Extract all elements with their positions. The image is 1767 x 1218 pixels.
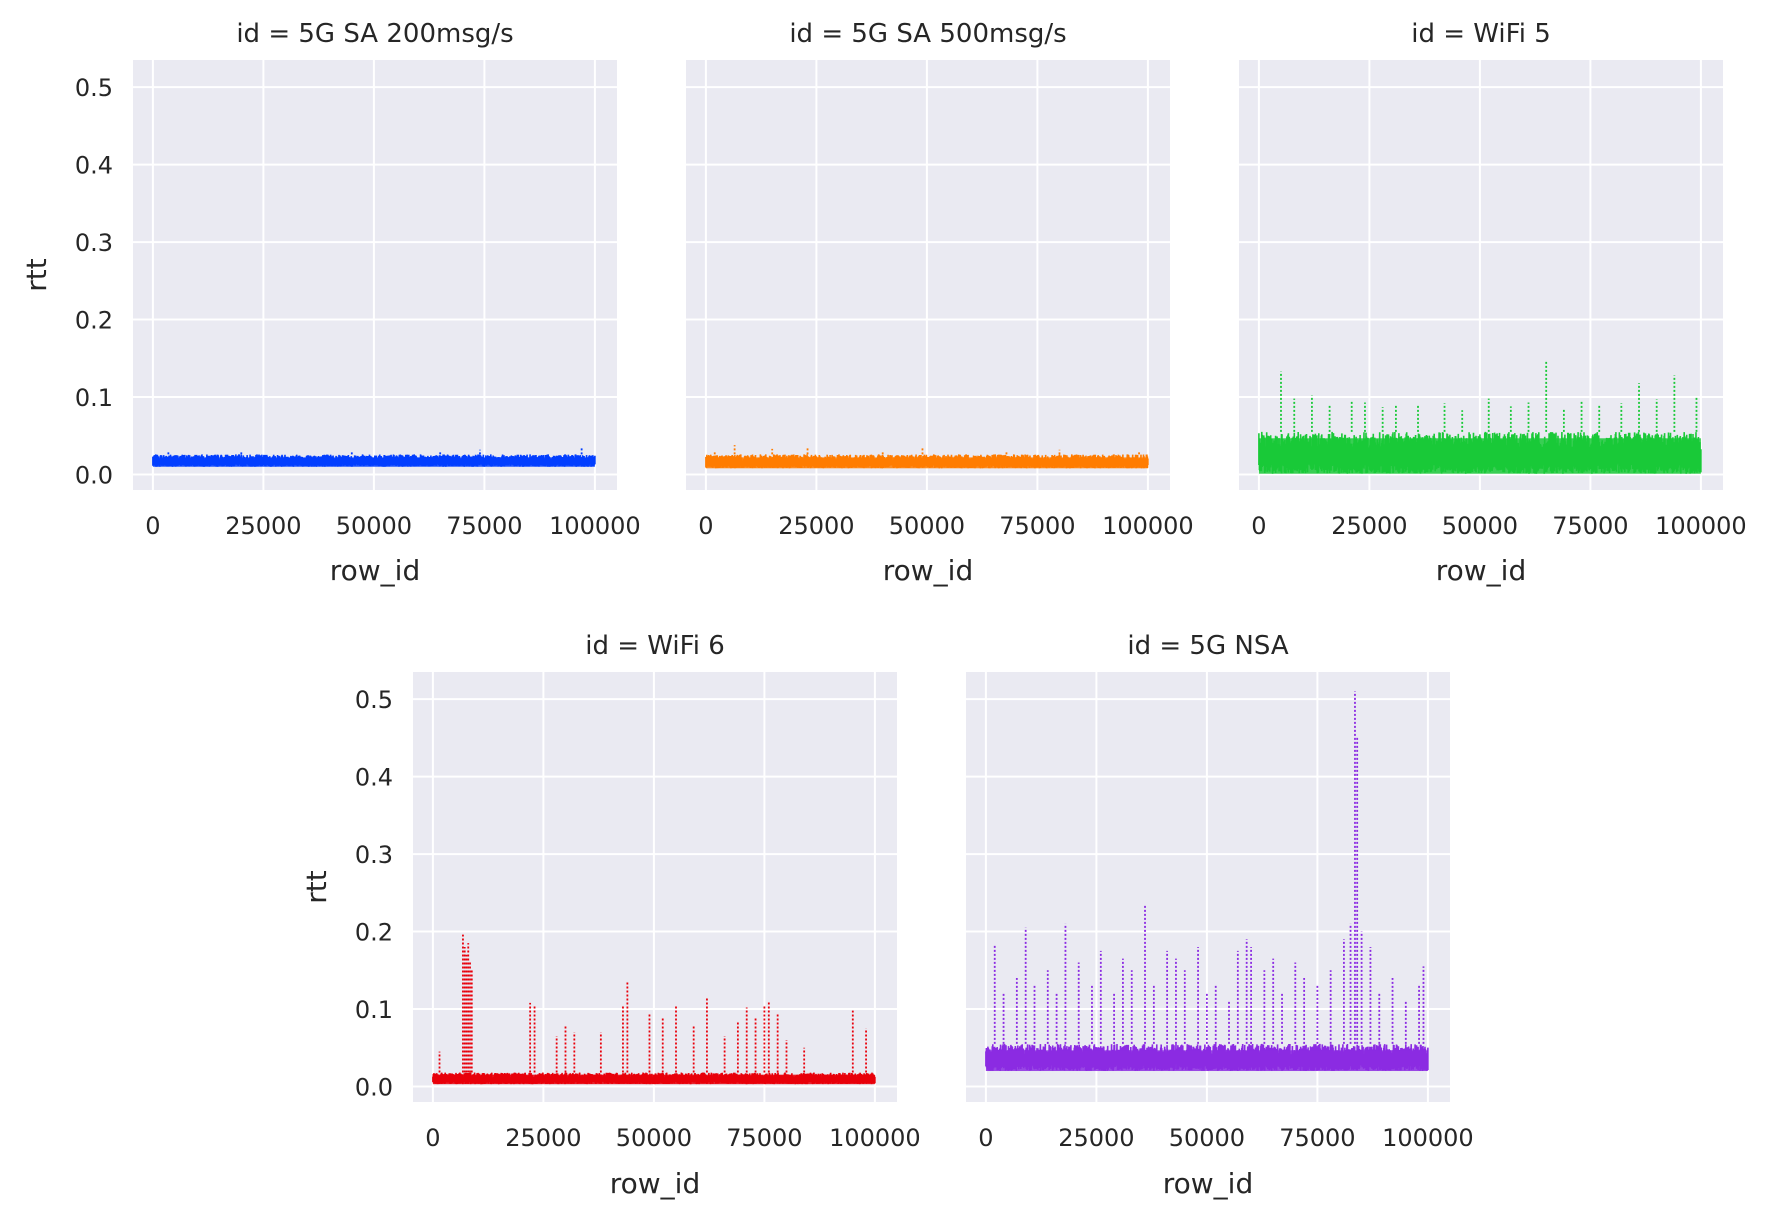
y-tick-label: 0.4 (75, 152, 113, 180)
y-tick-label: 0.5 (75, 74, 113, 102)
x-tick-label: 25000 (778, 512, 854, 540)
facet-title: id = 5G SA 200msg/s (236, 19, 513, 49)
x-tick-label: 100000 (1655, 512, 1747, 540)
y-tick-label: 0.2 (355, 919, 393, 947)
x-tick-label: 50000 (336, 512, 412, 540)
x-tick-label: 0 (1251, 512, 1266, 540)
y-tick-label: 0.0 (355, 1074, 393, 1102)
x-tick-label: 75000 (999, 512, 1075, 540)
x-axis-label: row_id (610, 1167, 700, 1200)
y-axis-label: rtt (300, 870, 333, 903)
x-axis-label: row_id (330, 554, 420, 587)
panel-background (133, 60, 617, 490)
x-tick-label: 25000 (1058, 1124, 1134, 1152)
x-tick-label: 0 (145, 512, 160, 540)
rtt-series-dense-band (1258, 438, 1701, 474)
x-tick-label: 0 (698, 512, 713, 540)
y-tick-label: 0.3 (75, 229, 113, 257)
x-axis-label: row_id (1163, 1167, 1253, 1200)
x-tick-label: 0 (978, 1124, 993, 1152)
rtt-series-dense-band (705, 457, 1148, 469)
rtt-series-dense-band (432, 1074, 875, 1085)
facet-5g-sa-200: id = 5G SA 200msg/s row_id rtt 0.0 0.1 0.2… (20, 19, 641, 587)
x-tick-label: 100000 (1382, 1124, 1474, 1152)
y-tick-label: 0.1 (75, 384, 113, 412)
x-tick-label: 50000 (616, 1124, 692, 1152)
x-tick-label: 25000 (1331, 512, 1407, 540)
facet-wifi-6: id = WiFi 6 row_id rtt 0.0 0.1 0.2 0.3 0.4 0.… (300, 631, 921, 1200)
x-tick-label: 75000 (726, 1124, 802, 1152)
x-tick-label: 75000 (1279, 1124, 1355, 1152)
x-tick-label: 25000 (505, 1124, 581, 1152)
panel-background (966, 672, 1450, 1102)
x-tick-label: 25000 (225, 512, 301, 540)
x-tick-label: 0 (425, 1124, 440, 1152)
y-tick-label: 0.2 (75, 307, 113, 335)
facet-5g-nsa: id = 5G NSA row_id 0 25000 50000 75000 10000… (966, 631, 1474, 1200)
y-tick-label: 0.3 (355, 841, 393, 869)
x-tick-label: 50000 (1442, 512, 1518, 540)
plot-area (966, 672, 1450, 1102)
x-tick-label: 100000 (1102, 512, 1194, 540)
plot-area (686, 60, 1170, 490)
x-axis-label: row_id (883, 554, 973, 587)
y-axis-label: rtt (20, 258, 53, 291)
y-tick-label: 0.0 (75, 462, 113, 490)
x-tick-label: 75000 (1552, 512, 1628, 540)
x-tick-label: 50000 (1169, 1124, 1245, 1152)
panel-background (413, 672, 897, 1102)
y-tick-label: 0.5 (355, 686, 393, 714)
facet-title: id = WiFi 6 (585, 631, 725, 661)
plot-area (413, 672, 897, 1102)
facet-title: id = 5G NSA (1127, 631, 1288, 661)
y-tick-label: 0.4 (355, 764, 393, 792)
panel-background (686, 60, 1170, 490)
x-tick-label: 75000 (446, 512, 522, 540)
facet-title: id = 5G SA 500msg/s (789, 19, 1066, 49)
plot-area (1239, 60, 1723, 490)
x-tick-label: 100000 (549, 512, 641, 540)
rtt-series-dense-band (985, 1050, 1428, 1072)
facet-title: id = WiFi 5 (1411, 19, 1551, 49)
rtt-series-dense-band (152, 457, 595, 467)
y-tick-label: 0.1 (355, 996, 393, 1024)
x-tick-label: 50000 (889, 512, 965, 540)
facet-5g-sa-500: id = 5G SA 500msg/s row_id 0 25000 50000 75… (686, 19, 1194, 587)
plot-area (133, 60, 617, 490)
x-tick-label: 100000 (829, 1124, 921, 1152)
x-axis-label: row_id (1436, 554, 1526, 587)
panel-background (1239, 60, 1723, 490)
facet-wifi-5: id = WiFi 5 row_id 0 25000 50000 75000 10000… (1239, 19, 1747, 587)
